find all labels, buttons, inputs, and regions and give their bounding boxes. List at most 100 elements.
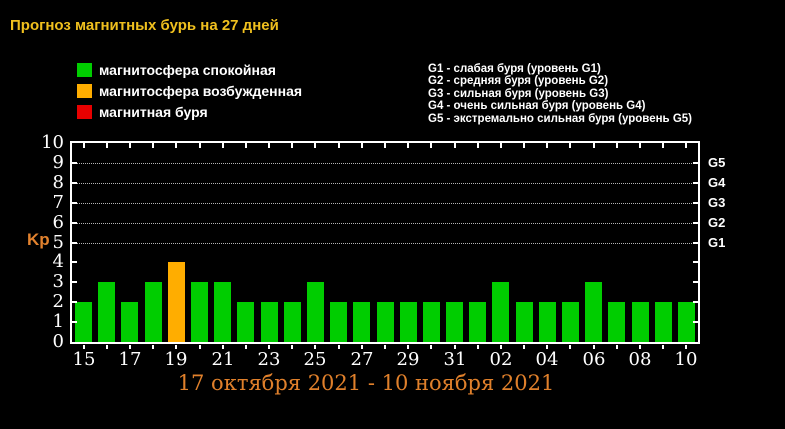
bottom-axis-tick <box>291 345 293 349</box>
top-axis-tick <box>662 143 664 148</box>
bar-day-29 <box>400 302 417 342</box>
x-tick-label: 29 <box>396 349 420 370</box>
x-tick-label: 06 <box>582 349 606 370</box>
right-axis-tick <box>693 301 698 303</box>
y-tick-label: 9 <box>52 152 64 173</box>
bottom-axis-tick <box>523 345 525 349</box>
top-axis-tick <box>407 143 409 148</box>
legend-item-storm: магнитная буря <box>77 104 302 120</box>
y-tick-label: 4 <box>52 251 64 272</box>
x-tick-label: 27 <box>350 349 374 370</box>
top-axis-tick <box>361 143 363 148</box>
bottom-axis-tick <box>454 345 456 349</box>
top-axis-tick <box>500 143 502 148</box>
bottom-axis-tick <box>361 345 363 349</box>
right-axis-tick <box>693 182 698 184</box>
top-axis-tick <box>338 143 340 148</box>
bottom-axis-tick <box>569 345 571 349</box>
y-tick-label: 2 <box>52 291 64 312</box>
bottom-axis-tick <box>268 345 270 349</box>
g-level-axis-label: G1 <box>708 235 726 250</box>
storm-level-g2: G2 - средняя буря (уровень G2) <box>428 75 609 88</box>
top-axis-tick <box>430 143 432 148</box>
x-tick-label: 19 <box>164 349 188 370</box>
bar-day-01 <box>469 302 486 342</box>
legend-label: магнитосфера спокойная <box>99 62 276 78</box>
bar-day-22 <box>237 302 254 342</box>
top-axis-tick <box>245 143 247 148</box>
bar-day-06 <box>585 282 602 342</box>
top-axis-tick <box>175 143 177 148</box>
top-axis-tick <box>152 143 154 148</box>
bar-day-27 <box>353 302 370 342</box>
bar-day-15 <box>75 302 92 342</box>
x-tick-label: 17 <box>118 349 142 370</box>
x-tick-label: 21 <box>211 349 235 370</box>
y-tick-label: 8 <box>52 172 64 193</box>
bottom-axis-tick <box>175 345 177 349</box>
top-axis-tick <box>546 143 548 148</box>
top-axis-tick <box>314 143 316 148</box>
bottom-axis-tick <box>199 345 201 349</box>
bar-day-02 <box>492 282 509 342</box>
bottom-axis-tick <box>662 345 664 349</box>
orange-square-icon <box>77 84 92 98</box>
top-axis-tick <box>291 143 293 148</box>
x-tick-label: 23 <box>257 349 281 370</box>
left-axis-tick <box>72 162 77 164</box>
date-range-label: 17 октября 2021 - 10 ноября 2021 <box>177 371 555 395</box>
left-axis-tick <box>72 281 77 283</box>
bottom-axis-tick <box>338 345 340 349</box>
top-axis-tick <box>129 143 131 148</box>
right-axis-tick <box>693 321 698 323</box>
bottom-axis-tick <box>314 345 316 349</box>
left-axis-tick <box>72 321 77 323</box>
right-axis-tick <box>693 202 698 204</box>
page-title: Прогноз магнитных бурь на 27 дней <box>10 17 279 34</box>
x-tick-label: 25 <box>303 349 327 370</box>
left-axis-tick <box>72 301 77 303</box>
bottom-axis-tick <box>685 345 687 349</box>
grid-line <box>72 182 698 184</box>
g-level-axis-label: G2 <box>708 215 726 230</box>
grid-line <box>72 162 698 164</box>
g-level-axis-label: G5 <box>708 155 726 170</box>
legend-item-excited: магнитосфера возбужденная <box>77 83 302 99</box>
bar-day-26 <box>330 302 347 342</box>
y-axis-title: Kp <box>27 230 50 249</box>
y-tick-label: 1 <box>52 311 64 332</box>
bar-day-23 <box>261 302 278 342</box>
y-tick-label: 10 <box>41 132 64 153</box>
top-axis-tick <box>106 143 108 148</box>
storm-level-descriptions: G1 - слабая буря (уровень G1) G2 - средн… <box>428 63 692 125</box>
bottom-axis-tick <box>129 345 131 349</box>
kp-bar-chart <box>70 141 700 344</box>
bottom-axis-tick <box>152 345 154 349</box>
x-tick-label: 15 <box>72 349 96 370</box>
storm-level-g5: G5 - экстремально сильная буря (уровень … <box>428 112 692 125</box>
x-tick-label: 10 <box>674 349 698 370</box>
top-axis-tick <box>616 143 618 148</box>
bar-day-25 <box>307 282 324 342</box>
top-axis-tick <box>593 143 595 148</box>
right-axis-tick <box>693 222 698 224</box>
bar-day-24 <box>284 302 301 342</box>
bottom-axis-tick <box>593 345 595 349</box>
bottom-axis-tick <box>83 345 85 349</box>
storm-level-g4: G4 - очень сильная буря (уровень G4) <box>428 100 646 113</box>
g-level-axis-label: G4 <box>708 175 726 190</box>
top-axis-tick <box>685 143 687 148</box>
top-axis-tick <box>268 143 270 148</box>
bar-day-18 <box>145 282 162 342</box>
legend-label: магнитная буря <box>99 104 208 120</box>
bottom-axis-tick <box>407 345 409 349</box>
bottom-axis-tick <box>106 345 108 349</box>
bar-day-17 <box>121 302 138 342</box>
g-level-axis-label: G3 <box>708 195 726 210</box>
x-tick-label: 04 <box>535 349 559 370</box>
magnetosphere-legend: магнитосфера спокойная магнитосфера возб… <box>77 62 302 126</box>
bottom-axis-tick <box>477 345 479 349</box>
left-axis-tick <box>72 242 77 244</box>
bar-day-04 <box>539 302 556 342</box>
